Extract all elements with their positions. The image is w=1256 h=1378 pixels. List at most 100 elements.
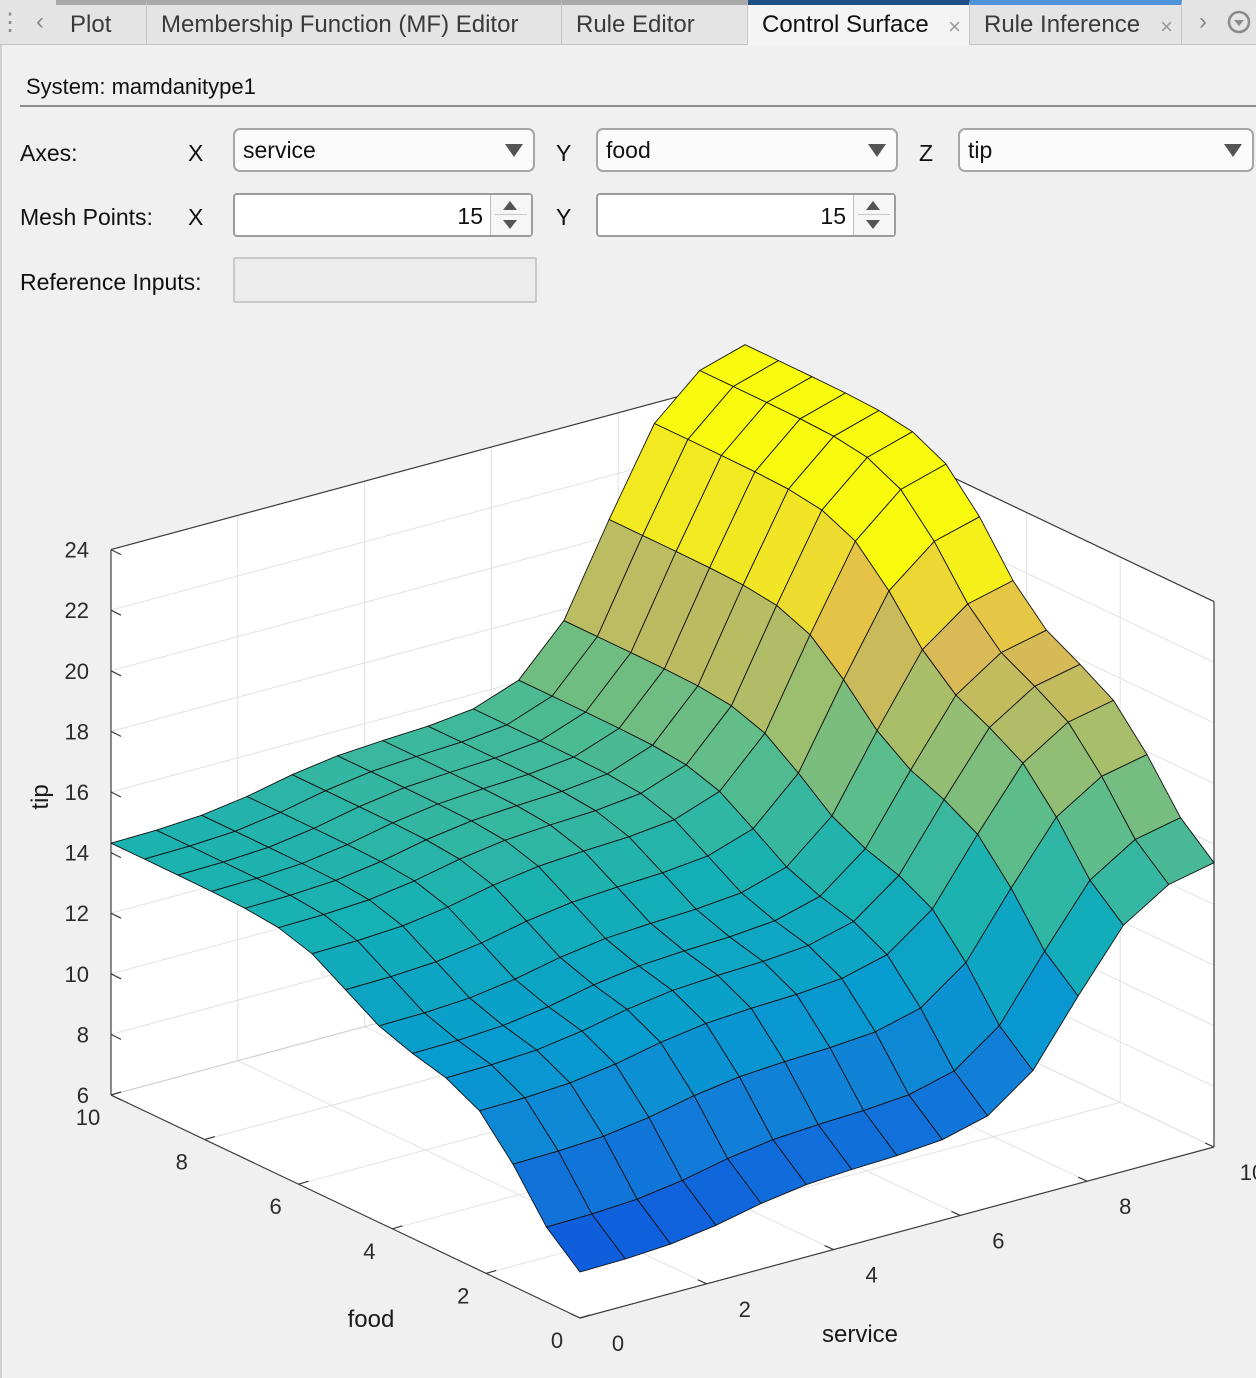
x-tick-label: 2 xyxy=(739,1297,751,1322)
x-tick xyxy=(1204,1142,1215,1148)
tab-plot[interactable]: Plot xyxy=(56,0,147,44)
reference-inputs-field[interactable] xyxy=(233,257,537,303)
drag-handle-icon[interactable]: ⋮ xyxy=(0,8,22,36)
chevron-down-icon xyxy=(868,144,886,157)
x-tick-label: 0 xyxy=(612,1331,624,1356)
z-tick xyxy=(110,1033,122,1040)
tab-rule-editor[interactable]: Rule Editor xyxy=(562,0,748,44)
axes-label: Axes: xyxy=(20,140,78,166)
close-icon[interactable]: × xyxy=(1160,14,1173,39)
spin-up-icon[interactable] xyxy=(866,201,880,210)
tab-control-surface[interactable]: Control Surface × xyxy=(748,0,970,45)
z-tick-label: 8 xyxy=(77,1022,89,1047)
control-surface-plot[interactable]: 68101214161820222402468100246810 food se… xyxy=(0,320,1256,1378)
z-tick-label: 20 xyxy=(65,659,89,684)
y-tick-label: 8 xyxy=(176,1150,188,1175)
surface-mesh xyxy=(110,344,1215,1273)
x-tick xyxy=(824,1245,834,1251)
x-tick-label: 6 xyxy=(992,1228,1004,1253)
y-tick-label: 2 xyxy=(457,1283,469,1308)
mesh-x-spinner[interactable]: 15 xyxy=(233,193,533,237)
spin-down-icon[interactable] xyxy=(866,220,880,229)
y-tick xyxy=(392,1225,403,1230)
axis-ticks: 68101214161820222402468100246810 xyxy=(65,538,1256,1356)
mesh-y-spinner[interactable]: 15 xyxy=(596,193,896,237)
dropdown-circle-icon[interactable] xyxy=(1222,0,1256,44)
tab-label: Plot xyxy=(70,10,112,38)
tab-mf-editor[interactable]: Membership Function (MF) Editor xyxy=(147,0,562,44)
mesh-y-label: Y xyxy=(556,204,572,230)
chevron-down-icon xyxy=(505,144,523,157)
y-tick xyxy=(298,1180,309,1185)
axes-y-label: Y xyxy=(556,140,572,166)
y-tick xyxy=(204,1136,215,1141)
x-tick-label: 8 xyxy=(1119,1194,1131,1219)
system-label: System: mamdanitype1 xyxy=(26,74,256,99)
z-axis-dropdown[interactable]: tip xyxy=(958,128,1254,172)
tab-label: Membership Function (MF) Editor xyxy=(161,10,519,38)
z-tick-label: 6 xyxy=(77,1083,89,1108)
y-axis-value: food xyxy=(606,136,651,163)
spinner-buttons xyxy=(853,195,894,235)
box-edge xyxy=(110,378,746,551)
x-tick xyxy=(697,1279,708,1285)
y-tick xyxy=(579,1314,591,1319)
x-axis-dropdown[interactable]: service xyxy=(233,128,535,172)
z-axis-value: tip xyxy=(968,136,993,163)
z-tick xyxy=(110,549,122,556)
mesh-points-label: Mesh Points: xyxy=(20,204,153,230)
y-tick-label: 6 xyxy=(269,1194,281,1219)
x-tick xyxy=(570,1313,581,1319)
chevron-right-icon[interactable]: › xyxy=(1199,8,1207,35)
x-tick-label: 4 xyxy=(865,1263,877,1288)
reference-inputs-label: Reference Inputs: xyxy=(20,269,202,295)
z-tick-label: 12 xyxy=(65,901,89,926)
spin-down-icon[interactable] xyxy=(503,220,517,229)
x-axis-line xyxy=(579,1146,1215,1319)
y-tick xyxy=(486,1269,497,1274)
tab-rule-inference[interactable]: Rule Inference × xyxy=(970,0,1182,44)
y-axis-line xyxy=(110,1094,581,1319)
y-axis-title: food xyxy=(348,1306,395,1333)
z-tick xyxy=(110,1094,122,1101)
z-tick xyxy=(110,973,122,980)
y-tick xyxy=(110,1091,122,1096)
y-tick-label: 4 xyxy=(363,1239,375,1264)
chevron-down-icon xyxy=(1224,144,1242,157)
x-axis-title: service xyxy=(822,1321,898,1348)
x-tick-label: 10 xyxy=(1240,1160,1256,1185)
z-axis-title: tip xyxy=(27,784,54,809)
y-tick-label: 0 xyxy=(551,1328,563,1353)
tab-label: Control Surface xyxy=(762,11,929,38)
axes-z-label: Z xyxy=(919,140,934,166)
z-tick xyxy=(110,609,122,616)
mesh-x-label: X xyxy=(188,204,204,230)
mesh-x-value: 15 xyxy=(457,203,483,229)
spin-up-icon[interactable] xyxy=(503,201,517,210)
x-axis-value: service xyxy=(243,136,316,163)
tab-label: Rule Inference xyxy=(984,10,1141,38)
z-tick xyxy=(110,852,122,859)
x-tick xyxy=(951,1210,961,1216)
z-tick-label: 16 xyxy=(65,780,89,805)
axes-x-label: X xyxy=(188,140,204,166)
x-tick xyxy=(1077,1176,1088,1182)
close-icon[interactable]: × xyxy=(948,14,961,39)
z-tick-label: 24 xyxy=(65,538,89,563)
z-tick-label: 22 xyxy=(65,598,89,623)
z-tick xyxy=(110,670,122,677)
z-tick xyxy=(110,730,122,737)
z-tick xyxy=(110,912,122,919)
z-tick-label: 10 xyxy=(65,962,89,987)
tab-label: Rule Editor xyxy=(576,10,695,38)
tab-bar: ⋮ ‹ Plot Membership Function (MF) Editor… xyxy=(0,0,1256,45)
mesh-y-value: 15 xyxy=(820,203,846,229)
y-axis-dropdown[interactable]: food xyxy=(596,128,898,172)
system-divider xyxy=(20,105,1256,107)
chevron-left-icon[interactable]: ‹ xyxy=(36,8,44,35)
z-tick-label: 14 xyxy=(65,841,89,866)
z-tick xyxy=(110,791,122,798)
surface-cell xyxy=(546,1213,626,1273)
y-tick-label: 10 xyxy=(76,1105,100,1130)
spinner-buttons xyxy=(490,195,531,235)
